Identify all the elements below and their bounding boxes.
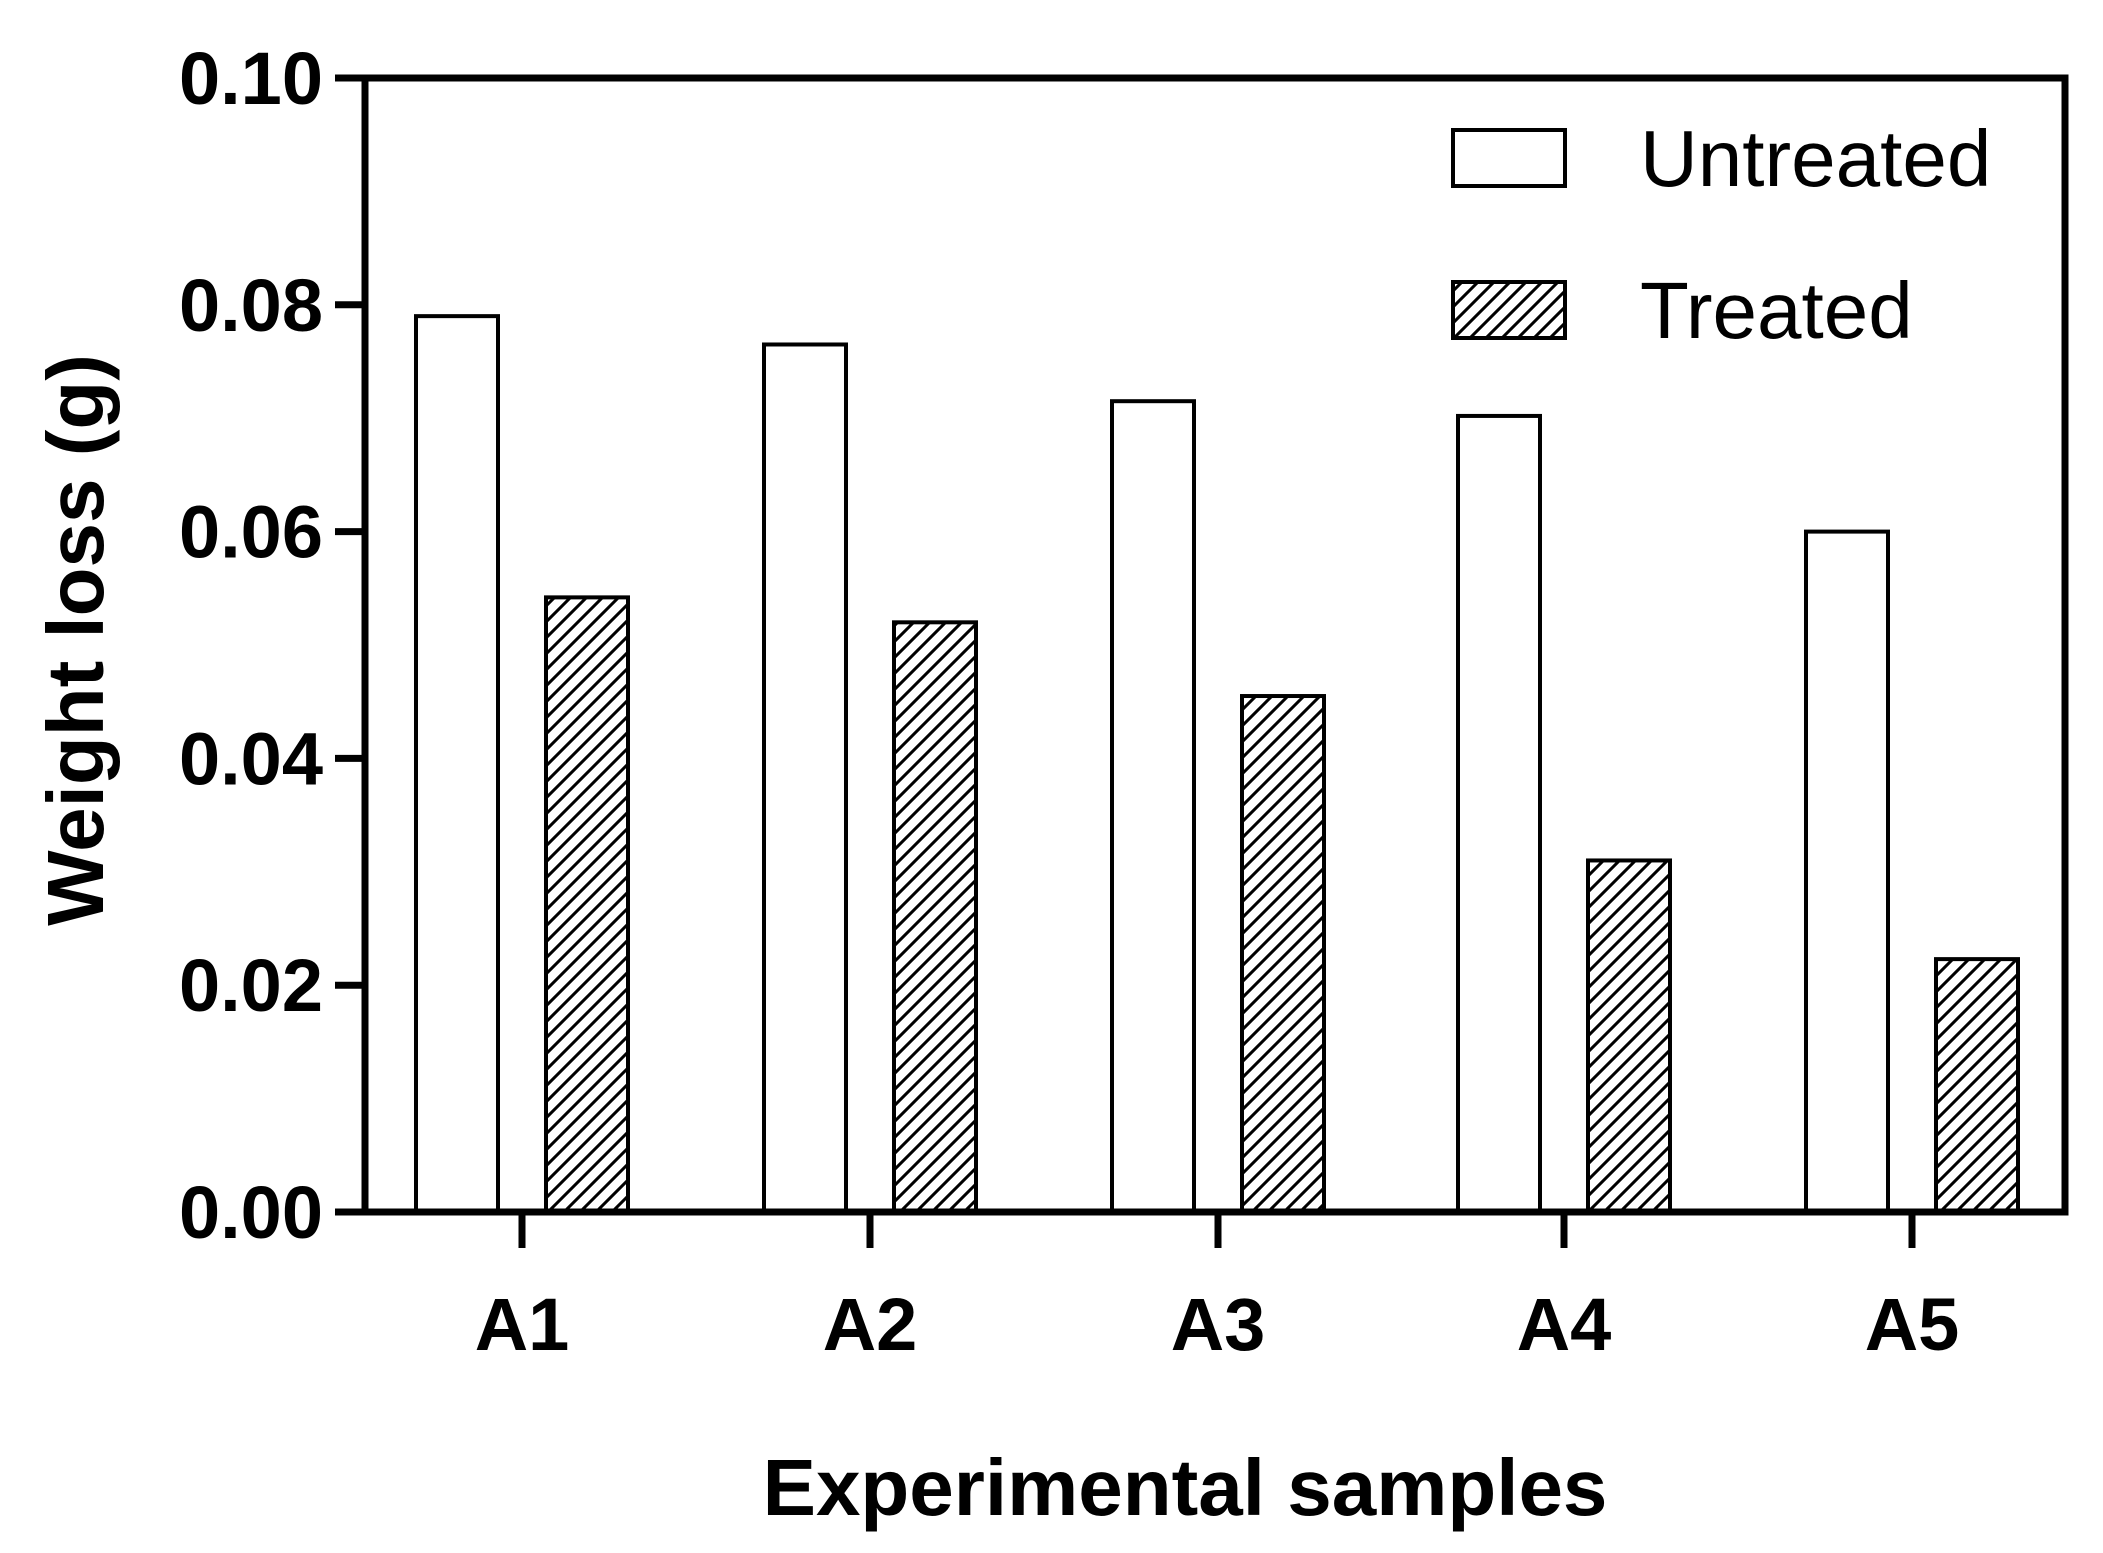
- x-tick-label: A4: [1517, 1283, 1612, 1366]
- y-tick-label: 0.06: [179, 491, 323, 574]
- bars-layer: [414, 314, 2020, 1215]
- bar-treated-a2: [892, 620, 978, 1214]
- bar-untreated-a1: [414, 314, 500, 1214]
- x-axis-title: Experimental samples: [763, 1443, 1608, 1532]
- legend-swatch-treated: [1451, 280, 1567, 340]
- x-tick-label: A5: [1865, 1283, 1960, 1366]
- x-tick-label: A2: [823, 1283, 918, 1366]
- y-axis-title: Weight loss (g): [31, 354, 120, 926]
- legend-label-treated: Treated: [1640, 266, 1913, 355]
- bar-untreated-a2: [762, 342, 848, 1214]
- bar-untreated-a4: [1456, 413, 1542, 1214]
- legend-swatch-untreated: [1451, 128, 1567, 188]
- bar-untreated-a3: [1110, 399, 1196, 1214]
- axes-layer: [335, 74, 2069, 1248]
- bar-treated-a3: [1240, 694, 1326, 1214]
- y-tick-label: 0.08: [179, 264, 323, 347]
- bar-treated-a5: [1934, 957, 2020, 1214]
- x-tick-label: A3: [1171, 1283, 1266, 1366]
- x-tick-label: A1: [475, 1283, 570, 1366]
- y-tick-label: 0.10: [179, 37, 323, 120]
- y-tick-label: 0.02: [179, 944, 323, 1027]
- bar-treated-a1: [544, 595, 630, 1214]
- y-tick-label: 0.00: [179, 1171, 323, 1254]
- legend: Untreated Treated: [1451, 114, 1991, 355]
- y-tick-label: 0.04: [179, 717, 323, 800]
- bar-untreated-a5: [1804, 529, 1890, 1214]
- legend-label-untreated: Untreated: [1640, 114, 1991, 203]
- labels-layer: 0.00 0.02 0.04 0.06 0.08 0.10 A1 A2 A3 A4 A5 Experi…: [31, 37, 1959, 1532]
- bar-treated-a4: [1586, 858, 1672, 1215]
